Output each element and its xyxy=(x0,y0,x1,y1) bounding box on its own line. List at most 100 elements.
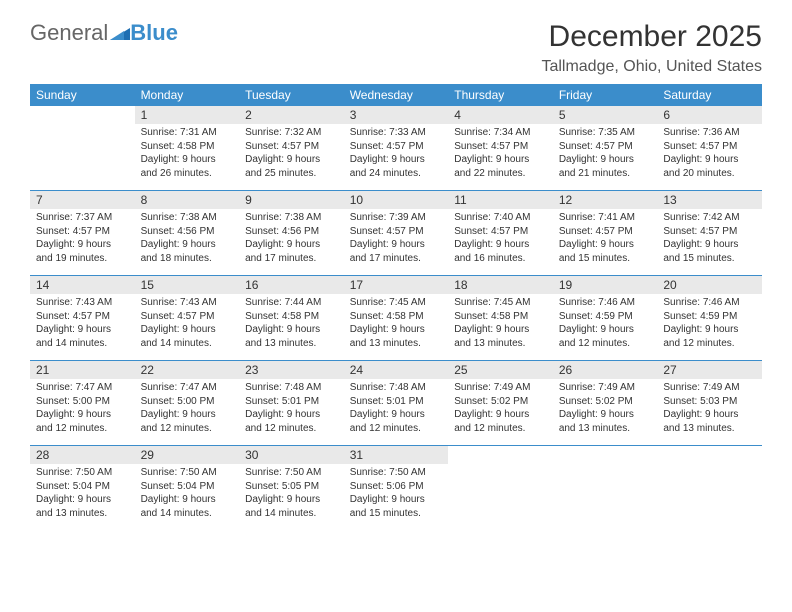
day-line: Sunset: 4:59 PM xyxy=(559,310,652,324)
day-line: Sunset: 4:57 PM xyxy=(663,225,756,239)
daynum-row: 14151617181920 xyxy=(30,276,762,295)
day-line: Daylight: 9 hours and 13 minutes. xyxy=(245,323,338,350)
page-header: General Blue December 2025 Tallmadge, Oh… xyxy=(30,20,762,76)
day-cell: Sunrise: 7:45 AMSunset: 4:58 PMDaylight:… xyxy=(448,294,553,361)
day-line: Sunrise: 7:43 AM xyxy=(141,296,234,310)
day-line: Sunset: 4:58 PM xyxy=(350,310,443,324)
day-line: Daylight: 9 hours and 14 minutes. xyxy=(141,493,234,520)
day-number: 15 xyxy=(135,276,240,295)
day-line: Sunrise: 7:49 AM xyxy=(559,381,652,395)
day-line: Daylight: 9 hours and 12 minutes. xyxy=(245,408,338,435)
day-number: 23 xyxy=(239,361,344,380)
day-cell xyxy=(553,464,658,530)
day-data-row: Sunrise: 7:50 AMSunset: 5:04 PMDaylight:… xyxy=(30,464,762,530)
day-line: Sunrise: 7:33 AM xyxy=(350,126,443,140)
logo-text-blue: Blue xyxy=(130,20,178,46)
day-cell: Sunrise: 7:50 AMSunset: 5:04 PMDaylight:… xyxy=(135,464,240,530)
day-line: Daylight: 9 hours and 12 minutes. xyxy=(36,408,129,435)
day-line: Daylight: 9 hours and 13 minutes. xyxy=(350,323,443,350)
day-line: Sunrise: 7:39 AM xyxy=(350,211,443,225)
day-line: Sunset: 5:05 PM xyxy=(245,480,338,494)
calendar-page: General Blue December 2025 Tallmadge, Oh… xyxy=(0,0,792,550)
day-line: Sunrise: 7:45 AM xyxy=(454,296,547,310)
day-line: Sunrise: 7:35 AM xyxy=(559,126,652,140)
day-cell: Sunrise: 7:38 AMSunset: 4:56 PMDaylight:… xyxy=(135,209,240,276)
dow-thursday: Thursday xyxy=(448,84,553,106)
day-line: Sunrise: 7:49 AM xyxy=(454,381,547,395)
day-line: Sunrise: 7:46 AM xyxy=(559,296,652,310)
dow-saturday: Saturday xyxy=(657,84,762,106)
day-number: 19 xyxy=(553,276,658,295)
day-line: Sunset: 4:57 PM xyxy=(454,225,547,239)
day-number: 22 xyxy=(135,361,240,380)
day-line: Sunrise: 7:47 AM xyxy=(36,381,129,395)
day-cell: Sunrise: 7:47 AMSunset: 5:00 PMDaylight:… xyxy=(135,379,240,446)
day-line: Daylight: 9 hours and 17 minutes. xyxy=(350,238,443,265)
day-number: 9 xyxy=(239,191,344,210)
day-line: Sunrise: 7:45 AM xyxy=(350,296,443,310)
day-cell: Sunrise: 7:38 AMSunset: 4:56 PMDaylight:… xyxy=(239,209,344,276)
day-cell: Sunrise: 7:35 AMSunset: 4:57 PMDaylight:… xyxy=(553,124,658,191)
day-cell: Sunrise: 7:49 AMSunset: 5:02 PMDaylight:… xyxy=(448,379,553,446)
day-line: Daylight: 9 hours and 18 minutes. xyxy=(141,238,234,265)
day-line: Sunrise: 7:47 AM xyxy=(141,381,234,395)
dow-wednesday: Wednesday xyxy=(344,84,449,106)
day-number: 8 xyxy=(135,191,240,210)
day-cell: Sunrise: 7:46 AMSunset: 4:59 PMDaylight:… xyxy=(657,294,762,361)
day-number: 26 xyxy=(553,361,658,380)
day-number: 6 xyxy=(657,106,762,124)
daynum-row: 78910111213 xyxy=(30,191,762,210)
day-number: 20 xyxy=(657,276,762,295)
day-cell xyxy=(30,124,135,191)
day-number: 21 xyxy=(30,361,135,380)
day-line: Sunset: 4:58 PM xyxy=(141,140,234,154)
day-line: Daylight: 9 hours and 12 minutes. xyxy=(559,323,652,350)
day-cell: Sunrise: 7:49 AMSunset: 5:02 PMDaylight:… xyxy=(553,379,658,446)
day-line: Sunset: 4:57 PM xyxy=(350,140,443,154)
day-line: Sunset: 4:57 PM xyxy=(454,140,547,154)
day-number: 16 xyxy=(239,276,344,295)
day-line: Daylight: 9 hours and 15 minutes. xyxy=(350,493,443,520)
day-cell: Sunrise: 7:47 AMSunset: 5:00 PMDaylight:… xyxy=(30,379,135,446)
day-line: Sunrise: 7:37 AM xyxy=(36,211,129,225)
day-number: 28 xyxy=(30,446,135,465)
day-line: Sunset: 5:01 PM xyxy=(350,395,443,409)
day-line: Daylight: 9 hours and 17 minutes. xyxy=(245,238,338,265)
day-number: 27 xyxy=(657,361,762,380)
day-cell: Sunrise: 7:33 AMSunset: 4:57 PMDaylight:… xyxy=(344,124,449,191)
day-line: Sunset: 5:00 PM xyxy=(36,395,129,409)
day-line: Daylight: 9 hours and 13 minutes. xyxy=(663,408,756,435)
day-line: Daylight: 9 hours and 26 minutes. xyxy=(141,153,234,180)
day-line: Sunrise: 7:41 AM xyxy=(559,211,652,225)
day-line: Sunset: 5:00 PM xyxy=(141,395,234,409)
day-line: Sunset: 5:04 PM xyxy=(141,480,234,494)
day-line: Daylight: 9 hours and 15 minutes. xyxy=(559,238,652,265)
day-line: Sunrise: 7:50 AM xyxy=(36,466,129,480)
day-line: Sunrise: 7:46 AM xyxy=(663,296,756,310)
calendar-body: 123456 Sunrise: 7:31 AMSunset: 4:58 PMDa… xyxy=(30,106,762,530)
day-number xyxy=(553,446,658,465)
day-line: Sunrise: 7:31 AM xyxy=(141,126,234,140)
day-number: 13 xyxy=(657,191,762,210)
dow-sunday: Sunday xyxy=(30,84,135,106)
day-line: Sunrise: 7:34 AM xyxy=(454,126,547,140)
day-line: Sunset: 4:57 PM xyxy=(245,140,338,154)
day-cell: Sunrise: 7:50 AMSunset: 5:05 PMDaylight:… xyxy=(239,464,344,530)
day-cell: Sunrise: 7:31 AMSunset: 4:58 PMDaylight:… xyxy=(135,124,240,191)
day-line: Daylight: 9 hours and 16 minutes. xyxy=(454,238,547,265)
day-number: 18 xyxy=(448,276,553,295)
day-cell: Sunrise: 7:36 AMSunset: 4:57 PMDaylight:… xyxy=(657,124,762,191)
day-line: Sunrise: 7:48 AM xyxy=(350,381,443,395)
title-block: December 2025 Tallmadge, Ohio, United St… xyxy=(541,20,762,76)
day-cell: Sunrise: 7:43 AMSunset: 4:57 PMDaylight:… xyxy=(30,294,135,361)
day-line: Sunset: 4:56 PM xyxy=(141,225,234,239)
day-line: Sunrise: 7:42 AM xyxy=(663,211,756,225)
day-number: 3 xyxy=(344,106,449,124)
day-line: Daylight: 9 hours and 13 minutes. xyxy=(36,493,129,520)
day-cell: Sunrise: 7:40 AMSunset: 4:57 PMDaylight:… xyxy=(448,209,553,276)
day-number: 17 xyxy=(344,276,449,295)
day-number: 7 xyxy=(30,191,135,210)
day-data-row: Sunrise: 7:37 AMSunset: 4:57 PMDaylight:… xyxy=(30,209,762,276)
day-number: 14 xyxy=(30,276,135,295)
day-cell: Sunrise: 7:45 AMSunset: 4:58 PMDaylight:… xyxy=(344,294,449,361)
